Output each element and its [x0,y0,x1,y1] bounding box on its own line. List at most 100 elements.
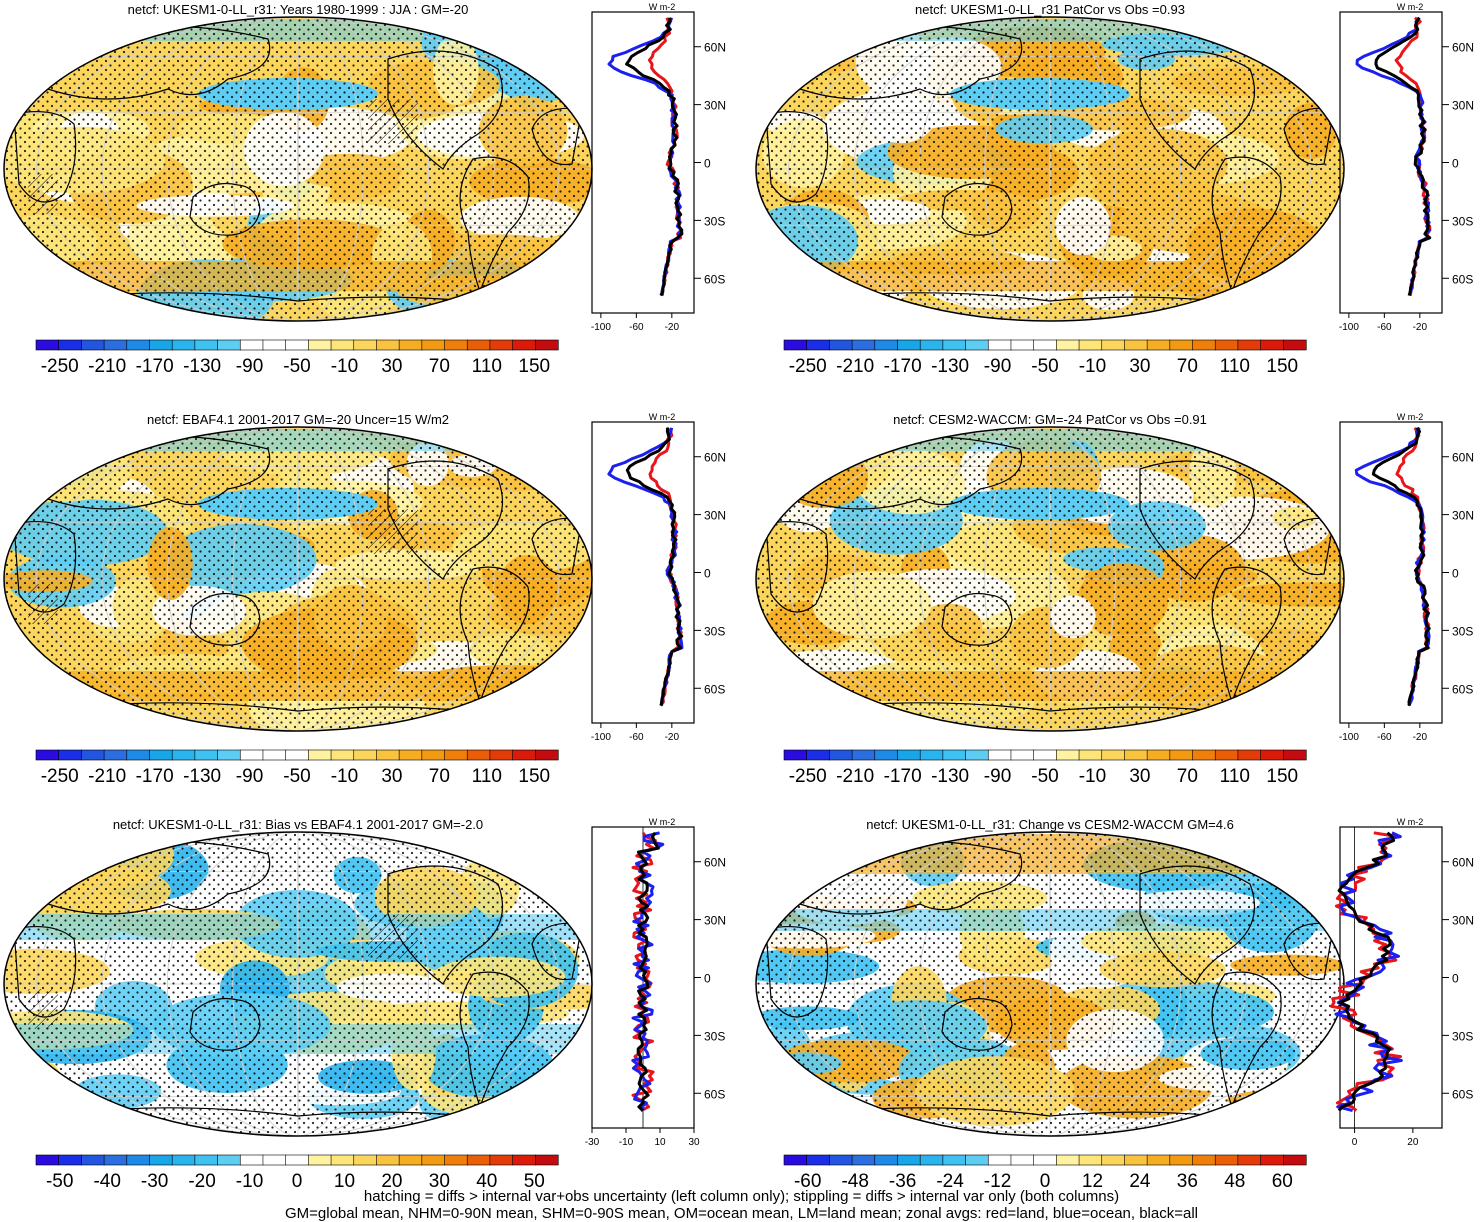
colorbar-label: 30 [1129,766,1150,787]
map-field [756,17,1344,321]
colorbar-swatch [126,1154,151,1166]
lat-label: 60S [1452,272,1473,286]
profile-line-all [1371,426,1431,706]
colorbar-label: -20 [188,1171,215,1192]
colorbar-swatch [330,1154,355,1166]
profile-xtick: -60 [1377,732,1392,743]
colorbar-swatch [1033,749,1057,761]
colorbar-swatch [1214,749,1239,761]
profile-line-land [648,426,683,707]
colorbar-label: -170 [136,356,174,377]
colorbar-swatch [535,1154,559,1166]
colorbar-label: -50 [283,766,310,787]
colorbar-swatch [874,1154,899,1166]
colorbar-swatch [987,1154,1012,1166]
footer-line-2: GM=global mean, NHM=0-90N mean, SHM=0-90… [284,1205,1198,1222]
colorbar-label: -250 [41,766,79,787]
colorbar-label: -170 [884,766,922,787]
colorbar-label: -130 [931,356,969,377]
colorbar-label: 30 [381,766,402,787]
colorbar-swatch [1283,339,1307,351]
lat-label: 60S [1452,1087,1473,1101]
colorbar-swatch [1056,749,1080,761]
panel-title: netcf: UKESM1-0-LL_r31: Change vs CESM2-… [866,817,1234,832]
map-field [4,17,592,321]
colorbar-swatch [217,1154,241,1166]
colorbar-swatch [194,1154,219,1166]
profile-xtick: -100 [1339,322,1359,333]
colorbar-swatch [308,749,332,761]
colorbar-swatch [1033,339,1057,351]
profile-frame [591,421,695,724]
colorbar-label: 48 [1224,1171,1245,1192]
colorbar-swatch [942,1154,967,1166]
colorbar-label: 110 [1220,356,1250,377]
profile-xtick: -100 [1339,732,1359,743]
colorbar-swatch [1010,339,1035,351]
colorbar-swatch [1078,1154,1103,1166]
colorbar-label: -90 [984,766,1011,787]
map-border [755,16,1345,322]
colorbar-swatch [965,749,989,761]
colorbar-label: -90 [236,356,263,377]
colorbar-label: -210 [88,766,126,787]
colorbar-label: -10 [236,1171,263,1192]
colorbar-swatch [1101,339,1126,351]
colorbar-label: 50 [524,1171,545,1192]
colorbar-label: -24 [936,1171,964,1192]
colorbar-swatch [874,339,899,351]
lat-label: 60N [704,451,726,465]
colorbar-swatch [149,749,173,761]
colorbar-label: 110 [1220,766,1250,787]
colorbar-label: 24 [1129,1171,1151,1192]
colorbar-swatch [489,1154,514,1166]
colorbar-label: -50 [46,1171,73,1192]
colorbar-swatch [897,749,921,761]
colorbar-label: 30 [381,356,402,377]
colorbar-swatch [103,749,128,761]
colorbar-label: -130 [183,356,221,377]
colorbar-swatch [1283,749,1307,761]
colorbar-swatch [919,749,944,761]
colorbar-swatch [285,749,309,761]
colorbar-swatch [262,1154,287,1166]
colorbar-label: -10 [331,766,358,787]
profile-line-all [625,17,684,297]
colorbar-swatch [171,339,196,351]
colorbar-swatch [1056,339,1080,351]
colorbar-swatch [919,1154,944,1166]
panel-title: netcf: CESM2-WACCM: GM=-24 PatCor vs Obs… [893,412,1207,427]
colorbar-swatch [783,749,808,761]
colorbar-label: 12 [1082,1171,1103,1192]
colorbar-swatch [1192,749,1216,761]
colorbar-label: 70 [1177,766,1198,787]
map-field [756,427,1344,731]
colorbar-swatch [512,749,536,761]
lat-label: 0 [704,567,711,581]
colorbar-swatch [1124,339,1148,351]
colorbar-swatch [942,749,967,761]
colorbar-label: 0 [1040,1171,1051,1192]
lat-label: 60N [704,856,726,870]
lat-label: 30S [704,214,725,228]
colorbar-swatch [874,749,899,761]
colorbar-swatch [987,749,1012,761]
lat-label: 30N [1452,99,1474,113]
lat-label: 30N [704,509,726,523]
profile-xtick: -10 [619,1137,634,1148]
profile-xtick: -60 [629,322,644,333]
colorbar-swatch [1146,339,1171,351]
colorbar-label: 60 [1272,1171,1293,1192]
colorbar-swatch [239,339,264,351]
lat-label: 0 [1452,972,1459,986]
colorbar-swatch [58,339,82,351]
colorbar-swatch [1237,339,1262,351]
colorbar-label: 70 [429,766,450,787]
colorbar-swatch [421,1154,446,1166]
colorbar-swatch [126,749,151,761]
lat-label: 0 [1452,567,1459,581]
colorbar-label: -90 [236,766,263,787]
colorbar-swatch [353,339,378,351]
lat-label: 60N [1452,41,1474,55]
colorbar-label: -50 [1031,766,1058,787]
